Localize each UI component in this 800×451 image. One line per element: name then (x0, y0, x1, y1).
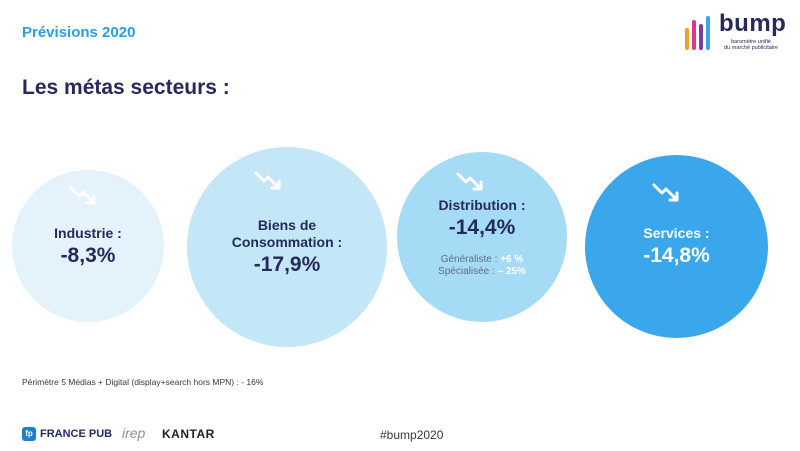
sector-circle-services: Services : -14,8% (585, 155, 768, 338)
sector-label: Services : (643, 225, 710, 241)
bump-bars-icon (685, 16, 710, 50)
irep-logo: irep (122, 425, 146, 441)
sector-value: -14,4% (448, 215, 516, 239)
francepub-logo: fp FRANCE PUB (22, 427, 112, 441)
hashtag: #bump2020 (380, 428, 444, 442)
bump-logo-word: bump (719, 10, 787, 37)
scope-note: Périmètre 5 Médias + Digital (display+se… (22, 377, 264, 387)
bump-logo: bump baromètre unifié du marché publicita… (683, 10, 793, 54)
page-kicker: Prévisions 2020 (22, 24, 136, 41)
sector-label: Industrie : (54, 224, 122, 241)
sector-label: Distribution : (438, 196, 526, 213)
sector-label-line2: Consommation : (231, 234, 343, 250)
sector-circle-biens-conso: Biens de Consommation : -17,9% (187, 147, 387, 347)
page-title: Les métas secteurs : (22, 76, 230, 99)
sub-row-generaliste: Généraliste : +6 % (440, 253, 524, 265)
sector-label: Biens de (257, 217, 317, 233)
sector-circle-distribution: Distribution : -14,4% Généraliste : +6 %… (397, 152, 567, 322)
trend-down-icon (69, 186, 96, 205)
trend-down-icon (652, 183, 679, 202)
sector-circle-industrie: Industrie : -8,3% (12, 170, 164, 322)
trend-down-icon (456, 172, 483, 191)
sub-breakdown: Généraliste : +6 % Spécialisée : – 25% (438, 254, 526, 278)
kantar-logo: KANTAR (162, 427, 215, 441)
sector-value: -8,3% (60, 243, 116, 267)
bump-logo-tagline: baromètre unifié du marché publicitaire (724, 39, 778, 51)
francepub-badge-icon: fp (22, 427, 36, 441)
trend-down-icon (254, 171, 281, 190)
sector-value: -14,8% (643, 244, 710, 267)
sub-row-specialisee: Spécialisée : – 25% (438, 265, 526, 277)
sector-value: -17,9% (253, 253, 321, 276)
